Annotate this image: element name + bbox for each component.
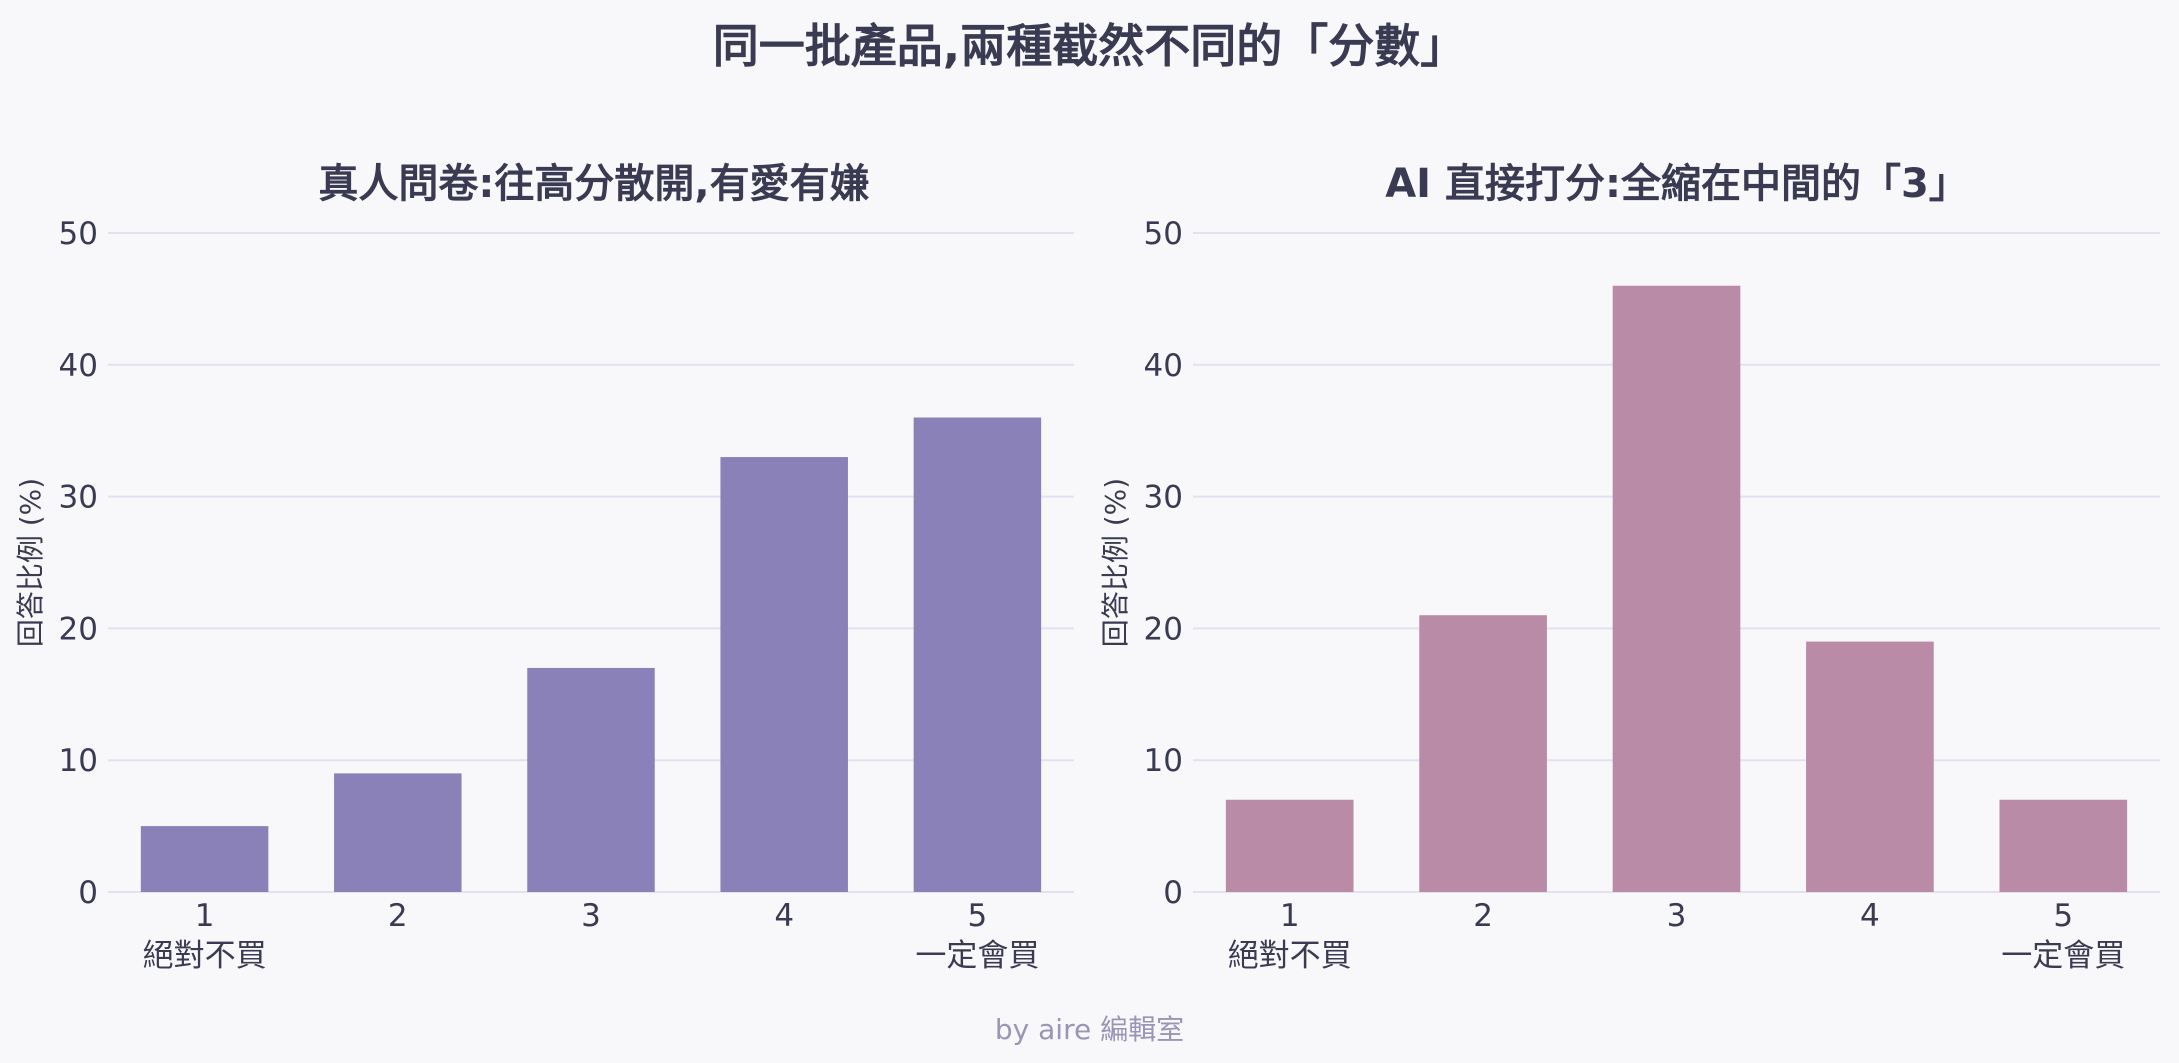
figure-title: 同一批產品,兩種截然不同的「分數」 <box>712 19 1467 73</box>
bar-5 <box>1999 799 2128 892</box>
x-tick-label: 1 <box>1280 898 1300 934</box>
x-tick-label: 3 <box>1667 898 1687 934</box>
bar-4 <box>720 457 848 892</box>
y-tick-label: 50 <box>59 216 98 252</box>
y-tick-label: 50 <box>1144 216 1183 252</box>
bar-5 <box>913 417 1042 892</box>
bar-2 <box>1419 615 1547 892</box>
x-tick-label: 5 <box>2053 898 2073 934</box>
x-tick-label: 2 <box>1473 898 1493 934</box>
x-tick-label: 3 <box>581 898 601 934</box>
bar-4 <box>1806 641 1934 892</box>
y-tick-label: 20 <box>59 611 98 647</box>
bar-3 <box>1612 285 1741 893</box>
x-tick-note: 一定會買 <box>915 938 1039 974</box>
y-tick-label: 40 <box>59 348 98 384</box>
y-tick-label: 30 <box>1144 480 1183 516</box>
y-axis-label: 回答比例 (%) <box>1099 478 1132 647</box>
x-tick-note: 一定會買 <box>2001 938 2125 974</box>
credit-text: by aire 編輯室 <box>994 1013 1185 1046</box>
y-tick-label: 10 <box>1144 743 1183 779</box>
y-tick-label: 20 <box>1144 611 1183 647</box>
y-tick-label: 0 <box>78 875 98 911</box>
x-tick-label: 4 <box>1860 898 1880 934</box>
bar-1 <box>1225 799 1354 892</box>
bar-1 <box>140 826 269 892</box>
x-tick-label: 5 <box>968 898 988 934</box>
x-tick-note: 絕對不買 <box>1228 938 1352 974</box>
y-tick-label: 40 <box>1144 348 1183 384</box>
x-tick-label: 4 <box>774 898 794 934</box>
y-tick-label: 10 <box>59 743 98 779</box>
x-tick-label: 2 <box>388 898 408 934</box>
x-tick-note: 絕對不買 <box>143 938 267 974</box>
y-tick-label: 30 <box>59 480 98 516</box>
panel-2-title: AI 直接打分:全縮在中間的「3」 <box>1385 161 1969 207</box>
bar-3 <box>527 667 655 892</box>
y-axis-label: 回答比例 (%) <box>14 478 47 647</box>
panel-1-title: 真人問卷:往高分散開,有愛有嫌 <box>318 161 869 207</box>
bar-2 <box>334 773 462 892</box>
y-tick-label: 0 <box>1163 875 1183 911</box>
x-tick-label: 1 <box>195 898 215 934</box>
